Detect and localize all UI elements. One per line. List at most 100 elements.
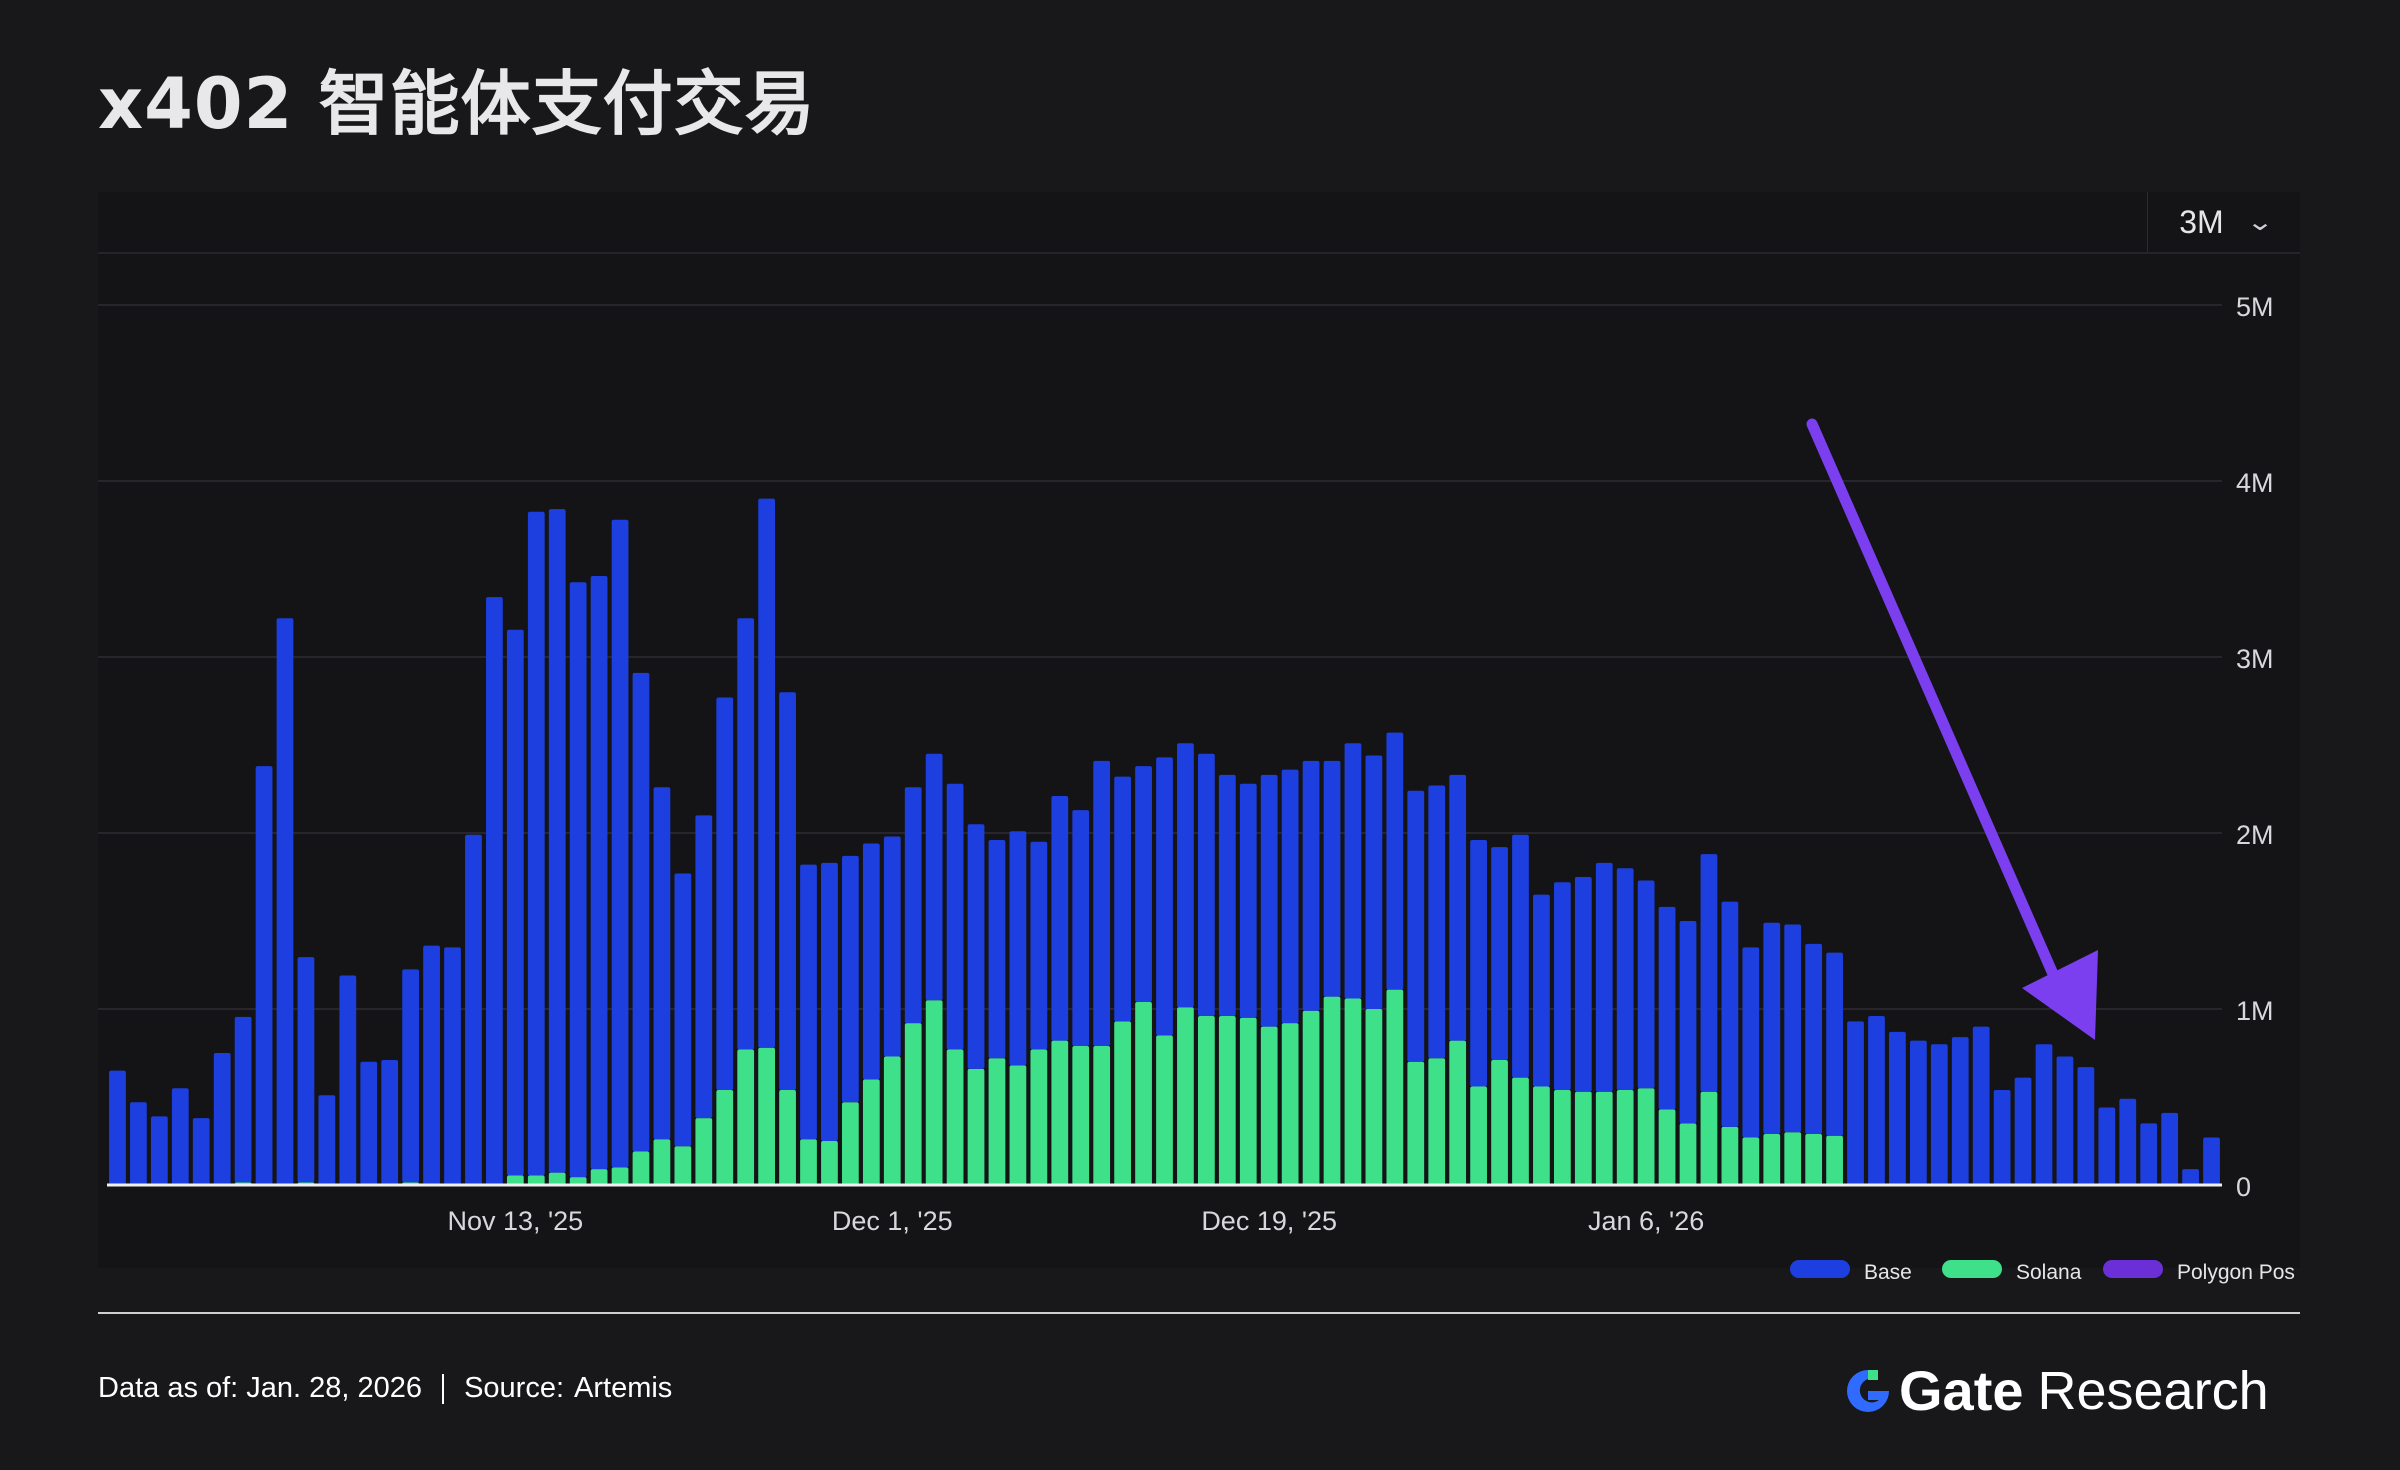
bar-base: [1177, 743, 1194, 1008]
bar-solana: [1323, 996, 1341, 1185]
bar-base: [1972, 1026, 1990, 1185]
y-tick-label: 2M: [2236, 820, 2274, 850]
x-tick-label: Nov 13, '25: [447, 1206, 583, 1236]
bar-base: [1763, 922, 1781, 1134]
bar-base: [904, 787, 922, 1024]
legend-swatch: [1942, 1260, 2002, 1278]
bar-solana: [1470, 1086, 1487, 1185]
bar-base: [1386, 732, 1404, 990]
bar-base: [1595, 862, 1613, 1092]
bar-base: [883, 836, 901, 1057]
bar-base: [2140, 1123, 2158, 1185]
bar-base: [1449, 774, 1467, 1041]
bar-base: [2077, 1067, 2095, 1185]
bar-solana: [1051, 1040, 1069, 1185]
bar-solana: [988, 1058, 1006, 1185]
time-range-select[interactable]: 3M ⌄: [2147, 192, 2301, 252]
bar-solana: [821, 1141, 838, 1185]
bar-solana: [1449, 1040, 1467, 1185]
bar-base: [1574, 877, 1592, 1092]
bar-base: [318, 1095, 336, 1185]
y-tick-label: 0: [2236, 1172, 2251, 1202]
bar-base: [1135, 766, 1152, 1002]
legend-label: Base: [1864, 1261, 1912, 1284]
bar-base: [1993, 1089, 2011, 1185]
bar-base: [297, 957, 315, 1183]
bar-base: [1156, 757, 1173, 1036]
bar-base: [2014, 1077, 2032, 1185]
bar-base: [1616, 868, 1634, 1090]
annotations: [1806, 418, 2098, 1040]
bar-base: [339, 975, 357, 1185]
time-range-label: 3M: [2179, 203, 2224, 240]
bar-base: [737, 618, 755, 1050]
bar-solana: [1784, 1132, 1802, 1185]
bar-solana: [758, 1047, 775, 1185]
bar-solana: [1700, 1091, 1718, 1185]
bar-solana: [1637, 1088, 1655, 1185]
bar-base: [360, 1061, 378, 1185]
bar-solana: [1491, 1060, 1508, 1185]
bar-base: [800, 864, 817, 1140]
bar-solana: [548, 1172, 566, 1185]
bar-solana: [1260, 1026, 1278, 1185]
bars: [107, 498, 2222, 1187]
legend-label: Solana: [2016, 1261, 2082, 1284]
bar-solana: [1826, 1135, 1843, 1185]
bar-base: [590, 576, 608, 1170]
bar-solana: [611, 1167, 629, 1185]
bar-solana: [1428, 1058, 1446, 1185]
bar-solana: [1344, 998, 1362, 1185]
bar-solana: [883, 1056, 901, 1185]
bar-base: [276, 618, 294, 1185]
bar-base: [653, 787, 671, 1140]
bar-solana: [1093, 1045, 1111, 1185]
legend-swatch: [1790, 1260, 1850, 1278]
bar-solana: [737, 1049, 755, 1185]
footer-divider: [98, 1312, 2300, 1314]
bar-base: [1198, 753, 1215, 1017]
bar-solana: [1574, 1091, 1592, 1185]
bar-solana: [1805, 1133, 1823, 1185]
bar-base: [255, 766, 273, 1185]
bar-base: [1868, 1016, 1885, 1185]
bar-solana: [1554, 1089, 1571, 1185]
bar-solana: [1407, 1061, 1425, 1185]
bar-solana: [1742, 1137, 1760, 1185]
annotation-arrow-head: [2022, 950, 2098, 1040]
brand-sub: Research: [2037, 1360, 2269, 1421]
bar-solana: [674, 1146, 692, 1185]
y-tick-label: 4M: [2236, 468, 2274, 498]
legend: Base Solana Polygon Pos: [1790, 1260, 2295, 1284]
bar-solana: [1114, 1021, 1131, 1185]
bar-base: [1365, 755, 1383, 1009]
chevron-down-icon: ⌄: [2245, 208, 2274, 236]
bar-solana: [1218, 1016, 1236, 1185]
bar-base: [109, 1070, 126, 1185]
bar-base: [1407, 790, 1425, 1062]
bar-base: [2182, 1169, 2199, 1185]
bar-solana: [1595, 1091, 1613, 1185]
bar-solana: [1679, 1123, 1697, 1185]
bar-base: [1742, 947, 1760, 1138]
bar-base: [1491, 847, 1508, 1061]
brand-name: Gate: [1899, 1359, 2024, 1422]
gate-logo-icon: [1847, 1369, 1889, 1412]
bar-solana: [1721, 1126, 1739, 1185]
bar-base: [1637, 880, 1655, 1089]
bar-base: [402, 969, 420, 1183]
bar-solana: [862, 1079, 880, 1185]
bar-base: [611, 519, 629, 1168]
bar-solana: [1386, 989, 1404, 1185]
bar-solana: [569, 1177, 587, 1185]
bar-solana: [527, 1175, 545, 1185]
bar-solana: [904, 1023, 922, 1185]
bar-base: [486, 597, 503, 1185]
bar-solana: [716, 1089, 734, 1185]
bar-base: [1826, 952, 1843, 1136]
bar-base: [779, 692, 796, 1090]
bar-solana: [1072, 1045, 1090, 1185]
bar-base: [1679, 921, 1697, 1124]
bar-base: [1072, 810, 1090, 1046]
bar-solana: [1177, 1007, 1194, 1185]
